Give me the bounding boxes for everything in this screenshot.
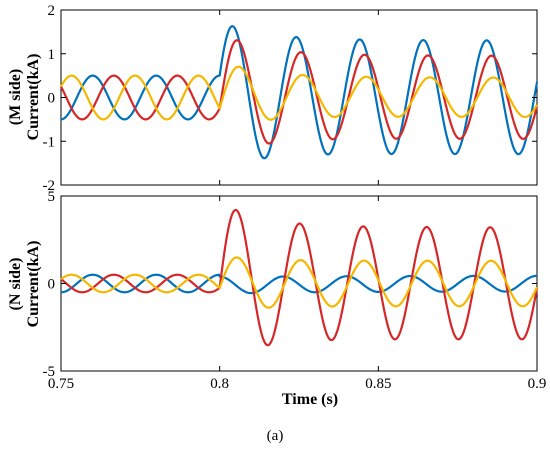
series-line-bottom-2 (60, 256, 539, 309)
series-line-top-1 (60, 39, 539, 145)
y-axis-label-top-line1: (M side) (7, 69, 24, 125)
series-line-bottom-1 (60, 208, 539, 347)
y-tick-label: 5 (48, 189, 56, 205)
y-axis-label-top-line2: Current(kA) (25, 54, 42, 141)
y-ticks-top: 2 1 0 -1 -2 (43, 3, 538, 194)
x-tick-label: 0.9 (528, 376, 547, 392)
x-tick-label: 0.8 (210, 376, 229, 392)
series-line-top-0 (60, 25, 539, 160)
series-group-bottom (60, 208, 539, 347)
y-tick-label: 1 (48, 47, 56, 63)
x-axis-label: Time (s) (282, 391, 338, 408)
x-tick-label: 0.75 (48, 376, 74, 392)
chart-top-m-side: 2 1 0 -1 -2 (M side) Current(kA) (7, 3, 539, 194)
y-ticks-bottom: 5 0 -5 (43, 189, 537, 380)
series-line-bottom-0 (60, 273, 538, 295)
series-line-top-2 (60, 65, 538, 121)
y-tick-label: -1 (43, 134, 56, 150)
y-axis-label-bottom-line2: Current(kA) (25, 241, 42, 328)
plot-frame-top (60, 9, 538, 186)
y-tick-label: -2 (43, 178, 56, 194)
figure-caption: (a) (267, 428, 284, 444)
y-axis-label-bottom-line1: (N side) (7, 258, 24, 311)
y-tick-label: 0 (48, 91, 56, 107)
x-tick-label: 0.85 (365, 376, 391, 392)
chart-bottom-n-side: 5 0 -5 0.75 0.8 0.85 0.9 (N side) Current(kA)… (7, 189, 546, 408)
series-group-top (60, 25, 539, 160)
y-tick-label: 0 (48, 277, 56, 293)
y-tick-label: 2 (48, 3, 56, 19)
x-ticks-bottom: 0.75 0.8 0.85 0.9 (48, 196, 547, 392)
y-tick-label: -5 (43, 364, 56, 380)
